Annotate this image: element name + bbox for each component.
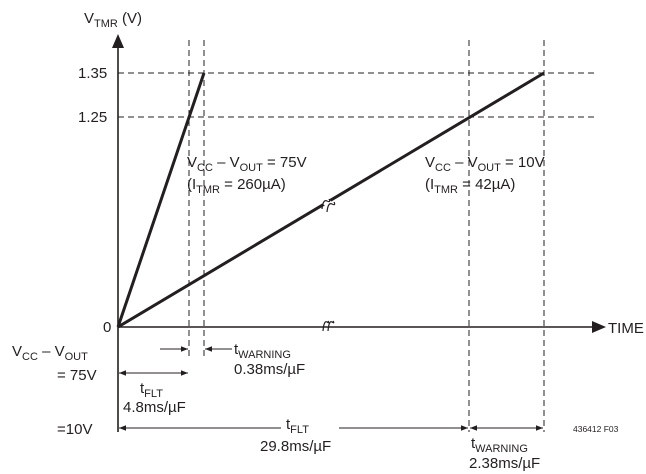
ramps [116, 71, 545, 329]
y-tick-0: 0 [103, 319, 111, 336]
tflt-10v-label-bg [281, 418, 339, 432]
tflt-10v-label: tFLT [286, 416, 309, 436]
guide-lines [118, 40, 596, 432]
left-eq-75v-label: = 75V [57, 367, 97, 384]
ramp-10v-line [117, 71, 545, 329]
x-axis-title: TIME [608, 320, 644, 337]
left-eq-10v-label: =10V [57, 421, 92, 438]
axes [112, 34, 606, 432]
twarning-75v-label: tWARNING [234, 341, 291, 361]
y-axis-title: VTMR (V) [84, 10, 142, 30]
ramp-75v-condition: VCC – VOUT = 75V [187, 154, 307, 174]
twarning-10v-value: 2.38ms/µF [469, 455, 540, 472]
y-axis-arrowhead [112, 34, 124, 48]
tflt-75v-label: tFLT [140, 380, 163, 400]
x-axis-arrowhead [592, 321, 606, 333]
tflt-75v-value: 4.8ms/µF [123, 399, 186, 416]
ramp-75v-current: (ITMR = 260µA) [187, 176, 286, 196]
ramp-10v-current: (ITMR = 42µA) [425, 176, 515, 196]
figure-id: 436412 F03 [573, 424, 619, 434]
twarning-10v-label: tWARNING [471, 435, 528, 455]
twarning-75v-value: 0.38ms/µF [234, 361, 305, 378]
ramp-10v-break-mark [321, 197, 337, 213]
dims-75v [119, 346, 232, 376]
ramp-75v-line [116, 72, 206, 328]
tflt-10v-value: 29.8ms/µF [260, 438, 331, 455]
ramp-10v-condition: VCC – VOUT = 10V [425, 154, 545, 174]
left-vcc-vout-label: VCC – VOUT [12, 343, 88, 363]
y-tick-1-35: 1.35 [78, 65, 107, 82]
x-axis-break-mark [322, 317, 335, 332]
y-tick-1-25: 1.25 [78, 109, 107, 126]
